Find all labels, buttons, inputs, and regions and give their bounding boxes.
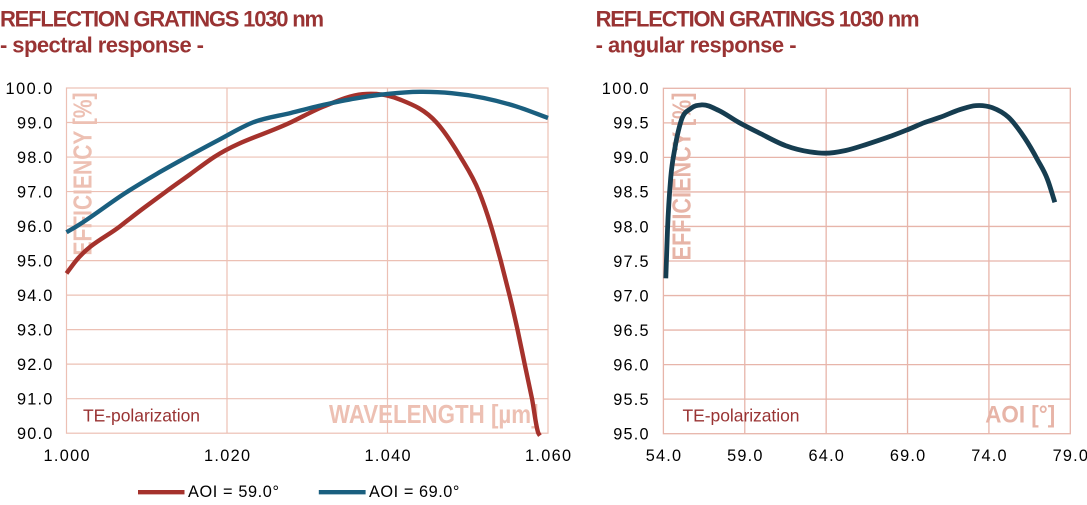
svg-text:79.0: 79.0 — [1053, 447, 1087, 465]
svg-text:97.0: 97.0 — [613, 287, 648, 305]
svg-text:96.0: 96.0 — [17, 218, 52, 236]
svg-text:98.0: 98.0 — [17, 149, 52, 167]
svg-text:90.0: 90.0 — [17, 425, 52, 443]
svg-text:REFLECTION GRATINGS 1030 nm: REFLECTION GRATINGS 1030 nm — [596, 7, 920, 32]
svg-text:96.5: 96.5 — [613, 322, 648, 340]
svg-text:REFLECTION GRATINGS 1030 nm: REFLECTION GRATINGS 1030 nm — [0, 7, 324, 32]
svg-text:94.0: 94.0 — [17, 287, 52, 305]
svg-text:100.0: 100.0 — [6, 80, 53, 98]
svg-text:99.0: 99.0 — [613, 149, 648, 167]
svg-text:99.0: 99.0 — [17, 114, 52, 132]
svg-text:69.0: 69.0 — [890, 447, 925, 465]
svg-text:95.0: 95.0 — [17, 252, 52, 270]
svg-text:100.0: 100.0 — [602, 80, 649, 98]
svg-text:TE-polarization: TE-polarization — [683, 406, 800, 426]
svg-text:AOI [°]: AOI [°] — [985, 401, 1055, 428]
svg-text:1.020: 1.020 — [204, 447, 250, 465]
svg-text:TE-polarization: TE-polarization — [83, 406, 200, 426]
svg-text:WAVELENGTH [µm]: WAVELENGTH [µm] — [329, 399, 539, 429]
svg-text:92.0: 92.0 — [17, 356, 52, 374]
svg-text:1.060: 1.060 — [525, 447, 571, 465]
svg-text:64.0: 64.0 — [809, 447, 844, 465]
svg-text:93.0: 93.0 — [17, 321, 52, 339]
svg-text:99.5: 99.5 — [613, 115, 648, 133]
svg-text:AOI = 69.0°: AOI = 69.0° — [369, 483, 459, 500]
svg-text:97.5: 97.5 — [613, 253, 648, 271]
svg-text:97.0: 97.0 — [17, 183, 52, 201]
svg-text:98.5: 98.5 — [613, 184, 648, 202]
svg-text:AOI = 59.0°: AOI = 59.0° — [188, 483, 279, 500]
svg-text:- spectral response -: - spectral response - — [0, 33, 204, 58]
svg-text:95.0: 95.0 — [613, 426, 648, 444]
svg-text:59.0: 59.0 — [727, 447, 762, 465]
svg-text:54.0: 54.0 — [646, 447, 681, 465]
svg-text:91.0: 91.0 — [17, 391, 52, 409]
svg-text:1.000: 1.000 — [44, 447, 90, 465]
svg-text:1.040: 1.040 — [365, 447, 411, 465]
svg-text:- angular response -: - angular response - — [596, 33, 797, 58]
svg-text:74.0: 74.0 — [971, 447, 1006, 465]
svg-text:98.0: 98.0 — [613, 218, 648, 236]
svg-text:95.5: 95.5 — [613, 391, 648, 409]
svg-text:96.0: 96.0 — [613, 356, 648, 374]
